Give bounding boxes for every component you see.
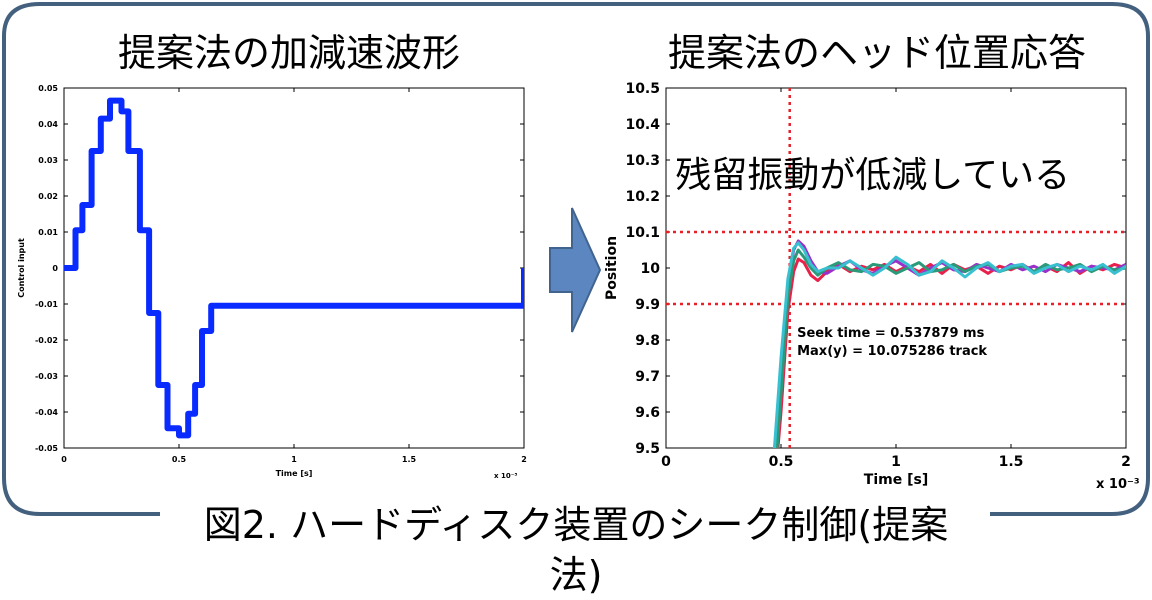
right-panel-title: 提案法のヘッド位置応答 [668,31,1087,75]
caption-line-2: 法) [549,553,603,597]
control-input-chart: 0 0.5 1 1.5 2 0.05 0.04 0.03 0.02 0.01 0 -0.01 -0.02… [17,84,527,480]
x-tick-label: 1.5 [999,454,1024,470]
x-tick-label: 1 [291,455,297,464]
y-tick-label: -0.02 [35,336,58,345]
y-tick-label: 9.7 [635,369,660,385]
y-tick-label: 0.03 [38,156,58,165]
y-tick-label: -0.03 [35,372,58,381]
annotation-residual-vibration: 残留振動が低減している [675,155,1070,196]
head-position-chart: 0 0.5 1 1.5 2 10.5 10.4 10.3 10.2 10.1 10 9.9 9.8 9.7… [604,81,1140,492]
y-tick-label: -0.04 [35,408,58,417]
x-axis-exponent: x 10⁻³ [494,472,517,480]
y-tick-label: 10 [641,261,661,277]
y-tick-label: 0.01 [38,228,58,237]
x-tick-label: 1 [891,454,901,470]
y-tick-label: 10.3 [625,153,660,169]
y-tick-label: 9.5 [635,441,660,457]
x-tick-label: 0 [661,454,671,470]
y-tick-label: 9.8 [635,333,660,349]
frame-border [1,2,1150,516]
y-tick-label: 9.9 [635,297,660,313]
y-tick-label: 0.02 [38,192,58,201]
y-tick-label: 0 [52,264,58,273]
x-tick-label: 0.5 [172,455,187,464]
annotation-max-y: Max(y) = 10.075286 track [797,344,987,359]
y-tick-label: 9.6 [635,405,660,421]
y-tick-label: 10.2 [625,189,660,205]
y-tick-label: 0.04 [38,120,58,129]
x-axis-label: Time [s] [864,472,928,488]
plot-area [63,87,525,449]
x-axis-label: Time [s] [276,469,313,478]
x-tick-label: 2 [1121,454,1131,470]
y-tick-label: -0.01 [35,300,58,309]
plot-area [665,87,1127,449]
caption-line-1: 図2. ハードディスク装置のシーク制御(提案 [203,503,949,547]
x-tick-label: 1.5 [402,455,417,464]
series-line-4 [772,241,1126,448]
right-arrow-icon [549,207,602,333]
x-axis-exponent: x 10⁻³ [1096,477,1140,492]
y-axis-label: Position [604,236,620,300]
y-axis-label: Control input [17,238,26,298]
x-tick-label: 0.5 [769,454,794,470]
figure-caption: 図2. ハードディスク装置のシーク制御(提案 法) [0,500,1152,600]
series-line-1 [64,97,524,439]
y-tick-label: 10.4 [625,117,660,133]
x-tick-label: 0 [61,455,67,464]
left-panel-title: 提案法の加減速波形 [118,31,461,75]
x-tick-label: 2 [521,455,527,464]
y-tick-label: 10.1 [625,225,660,241]
y-tick-label: 10.5 [625,81,660,97]
y-tick-label: 0.05 [38,84,58,93]
annotation-seek-time: Seek time = 0.537879 ms [797,326,984,341]
y-tick-label: -0.05 [35,444,58,453]
